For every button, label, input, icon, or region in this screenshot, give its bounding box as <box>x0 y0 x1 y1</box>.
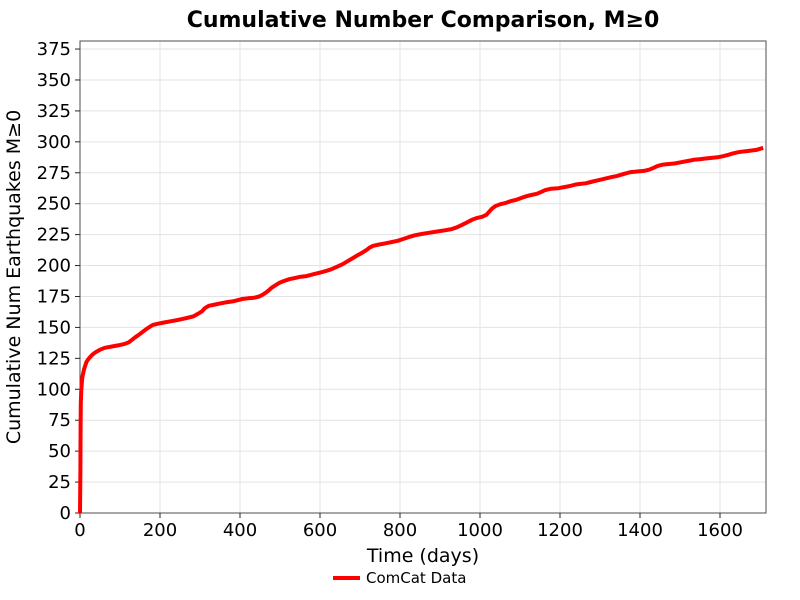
y-tick-label: 100 <box>37 379 71 400</box>
x-tick-label: 200 <box>143 520 177 541</box>
y-tick-label: 175 <box>37 286 71 307</box>
x-tick-label: 600 <box>303 520 337 541</box>
y-tick-label: 25 <box>48 472 71 493</box>
x-tick-label: 1400 <box>617 520 663 541</box>
y-tick-label: 200 <box>37 256 71 277</box>
y-tick-label: 50 <box>48 441 71 462</box>
chart-title: Cumulative Number Comparison, M≥0 <box>187 8 660 33</box>
y-axis-label: Cumulative Num Earthquakes M≥0 <box>3 110 25 444</box>
y-tick-labels: 0 25 50 75 100 125 150 175 200 225 250 275 300 325 350… <box>37 39 71 524</box>
plot-border <box>79 40 767 514</box>
x-axis-label: Time (days) <box>366 545 479 567</box>
y-tick-label: 250 <box>37 194 71 215</box>
y-tick-label: 150 <box>37 317 71 338</box>
legend: ComCat Data <box>333 569 466 587</box>
y-tick-label: 375 <box>37 39 71 60</box>
y-tick-label: 0 <box>60 503 71 524</box>
series-line-comcat-data <box>78 146 764 514</box>
y-tick-label: 350 <box>37 70 71 91</box>
y-tick-label: 300 <box>37 132 71 153</box>
x-tick-label: 800 <box>383 520 417 541</box>
y-tick-label: 275 <box>37 163 71 184</box>
gridlines <box>80 41 766 513</box>
y-tick-label: 225 <box>37 225 71 246</box>
y-tick-label: 125 <box>37 348 71 369</box>
legend-label: ComCat Data <box>366 569 466 587</box>
y-tick-label: 325 <box>37 101 71 122</box>
x-tick-labels: 0 200 400 600 800 1000 1200 1400 1600 <box>74 520 743 541</box>
x-tick-label: 1000 <box>457 520 503 541</box>
axis-tick-marks <box>75 48 721 518</box>
x-tick-label: 1600 <box>697 520 743 541</box>
x-tick-label: 0 <box>74 520 85 541</box>
x-tick-label: 400 <box>223 520 257 541</box>
x-tick-label: 1200 <box>537 520 583 541</box>
y-tick-label: 75 <box>48 410 71 431</box>
